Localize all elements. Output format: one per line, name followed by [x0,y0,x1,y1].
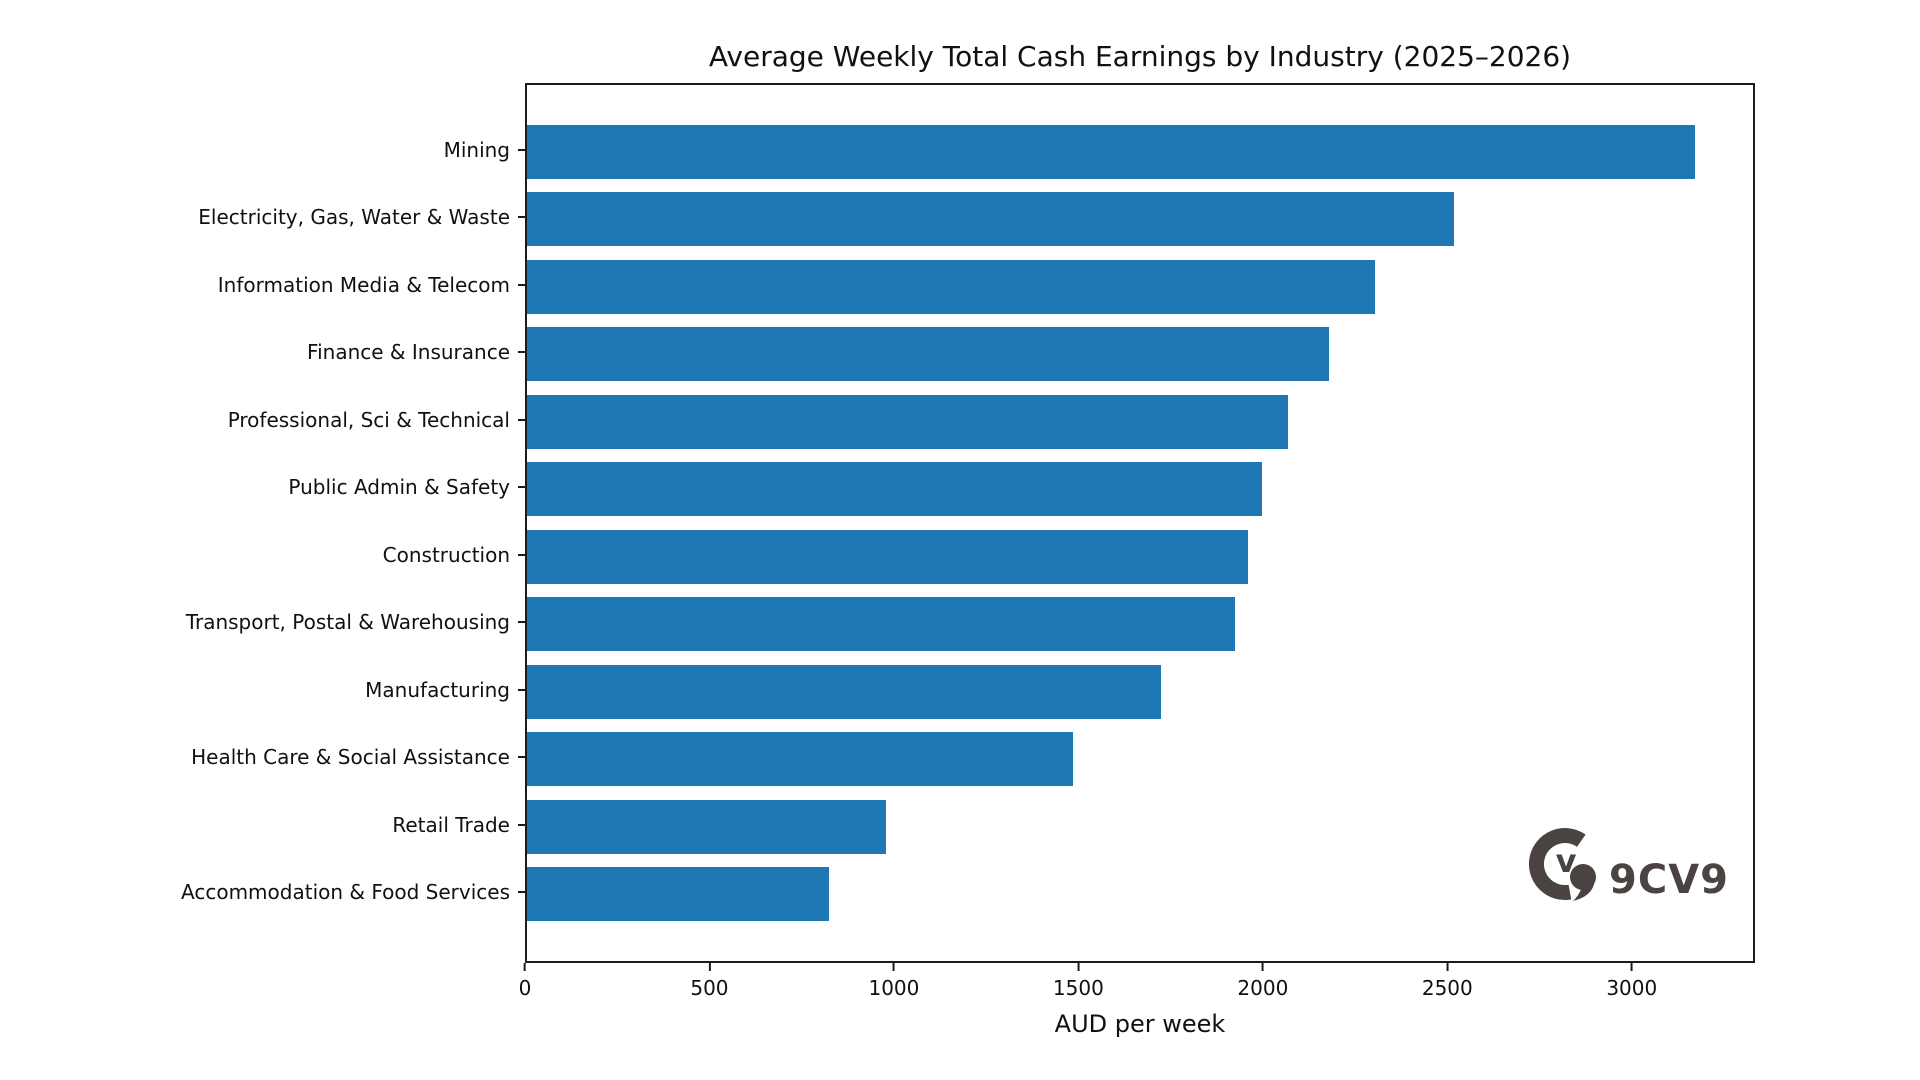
x-tick-label: 500 [690,976,729,1000]
y-tick-label: Construction [382,542,510,567]
bar [527,732,1074,787]
x-axis: 0 500 1000 1500 2000 2500 3000 [519,963,1755,1008]
9cv9-logo-icon: v [1529,828,1596,901]
bar [527,799,886,854]
y-tick: Accommodation & Food Services [0,859,525,927]
x-tick-label: 1500 [1052,976,1104,1000]
bars-container [527,118,1753,928]
y-tick: Construction [0,521,525,589]
y-tick-label: Public Admin & Safety [288,475,510,500]
bar [527,394,1289,449]
watermark-text: 9CV9 [1609,857,1729,903]
y-tick-mark [518,486,525,489]
y-tick-label: Electricity, Gas, Water & Waste [198,205,510,230]
y-tick-mark [518,553,525,556]
y-tick: Professional, Sci & Technical [0,386,525,454]
bar-row [527,388,1753,456]
bar [527,124,1695,179]
x-tick-label: 0 [518,976,532,1000]
x-axis-label: AUD per week [1054,1010,1226,1038]
x-tick: 500 [690,963,729,1000]
y-tick: Electricity, Gas, Water & Waste [0,184,525,252]
bar-row [527,186,1753,254]
x-tick-label: 3000 [1606,976,1658,1000]
y-tick-label: Information Media & Telecom [217,272,510,297]
bar-row [527,456,1753,524]
y-tick: Transport, Postal & Warehousing [0,589,525,657]
y-tick-mark [518,148,525,151]
x-tick-mark [1077,963,1080,971]
y-tick-mark [518,283,525,286]
bar-row [527,253,1753,321]
bar-row [527,793,1753,861]
bar-row [527,591,1753,659]
y-tick-label: Health Care & Social Assistance [191,745,510,770]
x-tick: 2000 [1237,963,1288,1000]
y-tick: Finance & Insurance [0,319,525,387]
bar [527,664,1162,719]
x-tick: 1000 [868,963,919,1000]
y-tick-label: Accommodation & Food Services [181,880,510,905]
plot-area [525,83,1755,963]
y-tick-label: Transport, Postal & Warehousing [185,610,510,635]
x-tick-mark [1446,963,1449,971]
y-tick-mark [518,216,525,219]
bar [527,597,1235,652]
x-tick-label: 2000 [1237,976,1289,1000]
y-tick-mark [518,621,525,624]
x-tick: 3000 [1606,963,1657,1000]
y-tick-mark [518,351,525,354]
x-tick-label: 1000 [868,976,920,1000]
bar-row [527,658,1753,726]
bar-row [527,861,1753,929]
y-tick-label: Retail Trade [392,812,510,837]
y-tick-mark [518,418,525,421]
y-tick: Manufacturing [0,656,525,724]
x-tick: 1500 [1053,963,1104,1000]
x-tick-mark [708,963,711,971]
x-tick: 2500 [1422,963,1473,1000]
y-tick-mark [518,756,525,759]
x-tick-mark [1261,963,1264,971]
x-tick-label: 2500 [1421,976,1473,1000]
svg-text:v: v [1556,842,1577,880]
x-tick-mark [892,963,895,971]
x-tick: 0 [518,963,532,1000]
bar [527,192,1454,247]
y-tick: Mining [0,116,525,184]
y-tick: Retail Trade [0,791,525,859]
y-tick: Information Media & Telecom [0,251,525,319]
y-tick-label: Manufacturing [365,677,510,702]
bar-row [527,118,1753,186]
y-tick-mark [518,823,525,826]
bar [527,462,1263,517]
y-tick-mark [518,688,525,691]
y-tick-label: Finance & Insurance [307,340,510,365]
watermark-logo: v 9CV9 [1528,826,1729,906]
bar [527,867,829,922]
bar-row [527,321,1753,389]
chart-title: Average Weekly Total Cash Earnings by In… [708,40,1572,73]
y-tick-mark [518,891,525,894]
y-tick-label: Professional, Sci & Technical [227,407,510,432]
y-tick: Health Care & Social Assistance [0,724,525,792]
bar [527,529,1248,584]
y-tick: Public Admin & Safety [0,454,525,522]
bar [527,327,1329,382]
bar-row [527,726,1753,794]
y-axis: Mining Electricity, Gas, Water & Waste Inf… [0,116,525,927]
x-tick-mark [523,963,526,971]
bar [527,259,1375,314]
y-tick-label: Mining [443,137,510,162]
bar-row [527,523,1753,591]
x-tick-mark [1630,963,1633,971]
